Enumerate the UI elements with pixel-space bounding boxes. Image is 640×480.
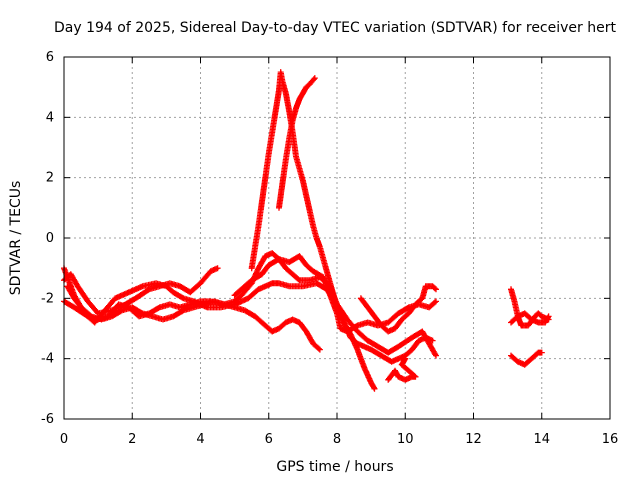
axis-ticks: 0 2 4 6 8 10 12 14 16 -6 -4 -2 0 2 4 6	[41, 50, 618, 447]
x-tick-label: 12	[465, 432, 482, 447]
data-series-trace-6	[231, 253, 439, 335]
data-series-trace-7	[276, 75, 318, 211]
series-markers	[276, 75, 318, 211]
x-tick-label: 8	[333, 432, 341, 447]
series-markers	[385, 355, 419, 383]
x-axis-title: GPS time / hours	[276, 459, 393, 475]
series-markers	[231, 253, 439, 335]
chart-title: Day 194 of 2025, Sidereal Day-to-day VTE…	[54, 20, 616, 36]
series-markers	[64, 283, 323, 353]
y-tick-label: 0	[46, 231, 54, 246]
series-markers	[508, 349, 545, 368]
data-series-trace-11	[508, 310, 552, 326]
x-tick-label: 6	[265, 432, 273, 447]
y-tick-label: 4	[46, 110, 54, 125]
x-tick-label: 10	[397, 432, 414, 447]
data-series-trace-8	[357, 283, 439, 335]
data-points	[61, 69, 552, 392]
y-axis-title: SDTVAR / TECUs	[8, 181, 24, 296]
data-series-trace-9	[385, 355, 419, 383]
data-series-trace-5	[248, 69, 378, 392]
data-series-trace-10	[508, 286, 552, 329]
series-markers	[357, 283, 439, 335]
data-series-trace-4	[64, 283, 323, 353]
x-tick-label: 4	[196, 432, 204, 447]
series-markers	[508, 286, 552, 329]
series-markers	[248, 69, 378, 392]
data-series-trace-12	[508, 349, 545, 368]
x-tick-label: 16	[602, 432, 619, 447]
grid	[64, 57, 610, 419]
x-tick-label: 14	[533, 432, 550, 447]
x-tick-label: 2	[128, 432, 136, 447]
y-tick-label: 2	[46, 171, 54, 186]
plot-frame	[63, 56, 611, 420]
y-tick-label: -6	[41, 412, 54, 427]
series-markers	[508, 310, 552, 326]
y-tick-label: 6	[46, 50, 54, 65]
y-tick-label: -2	[41, 291, 54, 306]
y-tick-label: -4	[41, 352, 54, 367]
x-tick-label: 0	[60, 432, 68, 447]
